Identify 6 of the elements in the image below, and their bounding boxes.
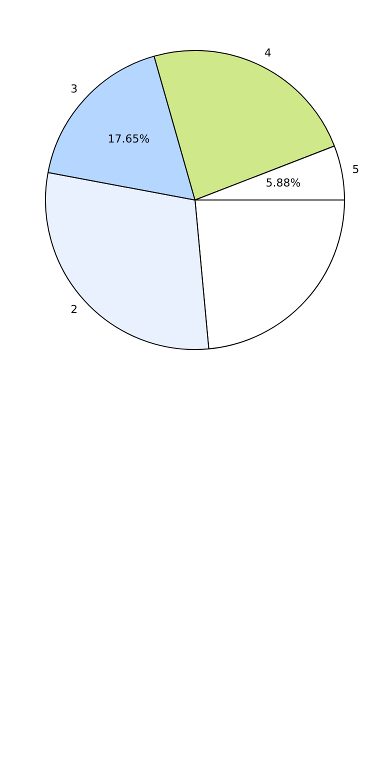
slice-label: 4 (264, 46, 272, 60)
slice-label: 5 (352, 162, 360, 176)
data-label: 5.88% (266, 176, 301, 190)
slice-label: 2 (70, 303, 78, 316)
data-label: 17.65% (108, 132, 150, 146)
slice-label: 3 (70, 82, 78, 96)
